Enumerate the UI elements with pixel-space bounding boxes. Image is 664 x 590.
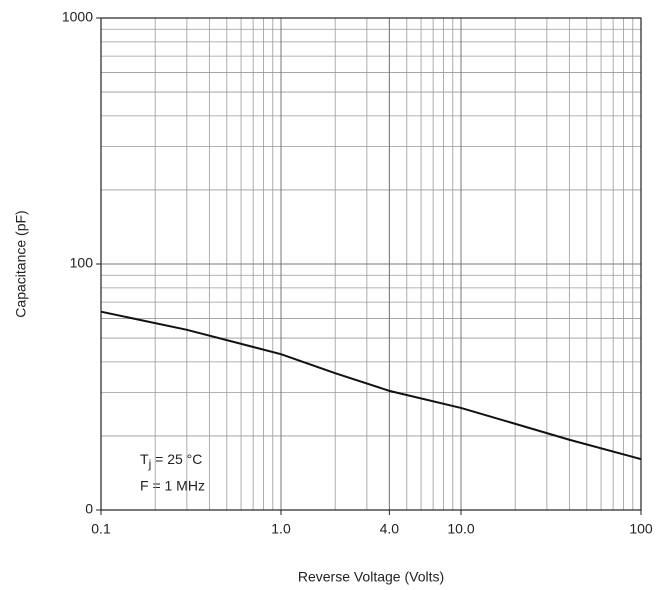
plot-frame (100, 17, 642, 511)
annotation-subscript: j (148, 457, 152, 471)
x-axis-label: Reverse Voltage (Volts) (298, 569, 444, 585)
y-tick-label: 1000 (62, 9, 93, 25)
y-tick-label: 100 (70, 255, 94, 271)
x-tick-label: 100 (629, 521, 653, 537)
x-tick-label: 4.0 (380, 521, 400, 537)
x-tick-label: 0.1 (91, 521, 111, 537)
y-tick-label: 0 (85, 501, 93, 517)
y-axis-label: Capacitance (pF) (13, 210, 29, 317)
annotation: Tj = 25 °C (140, 451, 202, 471)
x-tick-label: 1.0 (271, 521, 291, 537)
x-tick-label: 10.0 (447, 521, 474, 537)
annotation: F = 1 MHz (140, 478, 205, 494)
annotation-text: = 25 °C (151, 451, 202, 467)
annotation-text: T (140, 451, 149, 467)
curve (100, 310, 642, 461)
